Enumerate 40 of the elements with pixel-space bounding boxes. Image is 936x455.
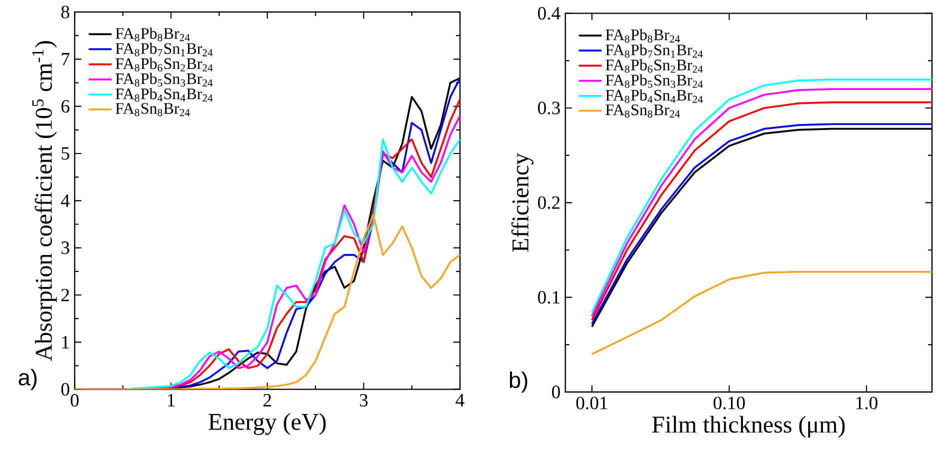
x-tick-label: 1 bbox=[168, 394, 175, 407]
y-tick-label: 5 bbox=[62, 147, 70, 160]
legend-label: FA$_{8}$Pb$_{6}$Sn$_{2}$Br$_{24}$ bbox=[116, 58, 213, 72]
x-axis-title: Film thickness (μm) bbox=[652, 416, 845, 438]
legend-label: FA$_{8}$Pb$_{7}$Sn$_{1}$Br$_{24}$ bbox=[606, 44, 703, 58]
y-tick-label: 6 bbox=[61, 100, 70, 113]
y-tick-label: 2 bbox=[61, 288, 69, 302]
x-axis-title: Energy (eV) bbox=[208, 413, 326, 436]
x-tick-label: 0.01 bbox=[576, 396, 608, 410]
legend-label: FA$_{8}$Sn$_{8}$Br$_{24}$ bbox=[606, 104, 680, 118]
legend-label: FA$_{8}$Pb$_{4}$Sn$_{4}$Br$_{24}$ bbox=[606, 90, 703, 104]
legend-label: FA$_{8}$Pb$_{5}$Sn$_{3}$Br$_{24}$ bbox=[606, 74, 703, 88]
legend-label: FA$_{8}$Pb$_{6}$Sn$_{2}$Br$_{24}$ bbox=[606, 59, 703, 73]
y-tick-label: 0.4 bbox=[538, 7, 560, 20]
legend-label: FA$_{8}$Pb$_{4}$Sn$_{4}$Br$_{24}$ bbox=[116, 88, 213, 102]
y-tick-label: 7 bbox=[62, 53, 70, 66]
legend-label: FA$_{8}$Pb$_{5}$Sn$_{3}$Br$_{24}$ bbox=[116, 73, 213, 87]
y-tick-label: 0.2 bbox=[538, 196, 560, 210]
text: a) bbox=[18, 369, 37, 390]
y-tick-label: 0.1 bbox=[538, 291, 560, 304]
y-tick-label: 3 bbox=[62, 242, 70, 254]
y-tick-label: 0.3 bbox=[538, 102, 560, 115]
y-tick-label: 1 bbox=[62, 336, 69, 348]
legend-label: FA$_{8}$Pb$_{8}$Br$_{24}$ bbox=[116, 28, 190, 42]
legend-label: FA$_{8}$Pb$_{8}$Br$_{24}$ bbox=[606, 29, 680, 43]
legend-label: FA$_{8}$Pb$_{7}$Sn$_{1}$Br$_{24}$ bbox=[116, 42, 213, 56]
y-tick-label: 0 bbox=[552, 386, 560, 398]
x-tick-label: 4 bbox=[456, 394, 464, 406]
x-tick-label: 1.0 bbox=[856, 396, 878, 410]
y-tick-label: 0 bbox=[61, 383, 70, 396]
x-tick-label: 0.10 bbox=[714, 396, 745, 410]
y-axis-title: Absorption coefficient (10$^{5}$ cm$^{-1}$) bbox=[32, 41, 57, 362]
x-tick-label: 3 bbox=[360, 394, 368, 407]
y-tick-label: 8 bbox=[61, 6, 70, 18]
y-tick-label: 4 bbox=[60, 194, 70, 207]
x-tick-label: 0 bbox=[70, 394, 79, 407]
x-tick-label: 2 bbox=[263, 394, 271, 407]
text: b) bbox=[510, 372, 528, 393]
legend-label: FA$_{8}$Sn$_{8}$Br$_{24}$ bbox=[116, 103, 190, 116]
y-axis-title: Efficiency bbox=[511, 153, 534, 252]
